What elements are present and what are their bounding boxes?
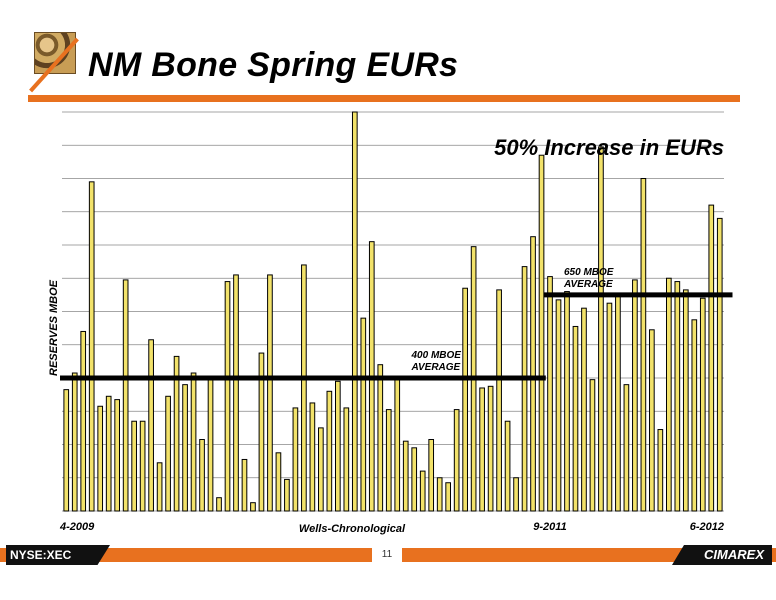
bar-well-24 bbox=[258, 352, 265, 512]
bar-well-69 bbox=[640, 178, 647, 512]
bar-well-76 bbox=[699, 297, 706, 512]
bar-well-18 bbox=[207, 377, 214, 512]
title-underline bbox=[28, 95, 740, 102]
bar-well-40 bbox=[394, 377, 401, 512]
bar-well-46 bbox=[445, 482, 451, 512]
bar-well-77 bbox=[708, 204, 715, 512]
bar-well-70 bbox=[649, 329, 655, 512]
bar-well-43 bbox=[419, 470, 426, 512]
bar-well-9 bbox=[131, 420, 137, 512]
bar-well-63 bbox=[589, 379, 596, 512]
page-number: 11 bbox=[372, 548, 402, 562]
bar-well-20 bbox=[224, 281, 231, 512]
bar-series bbox=[63, 111, 723, 512]
x-tick-label-1: 4-2009 bbox=[59, 521, 95, 533]
bar-well-71 bbox=[657, 429, 664, 512]
slide-title: NM Bone Spring EURs bbox=[88, 46, 459, 84]
bar-well-10 bbox=[139, 420, 146, 512]
bar-well-66 bbox=[615, 292, 621, 512]
bar-well-42 bbox=[411, 447, 418, 512]
bar-well-73 bbox=[674, 281, 681, 512]
bar-well-23 bbox=[250, 502, 256, 512]
bar-well-22 bbox=[241, 458, 248, 512]
average-lines: 400 MBOE AVERAGE 650 MBOE AVERAGE bbox=[60, 267, 733, 381]
bar-well-45 bbox=[436, 477, 443, 512]
bar-well-2 bbox=[71, 372, 78, 512]
bar-well-21 bbox=[233, 274, 239, 512]
bar-well-57 bbox=[538, 154, 545, 512]
bar-well-65 bbox=[606, 302, 613, 512]
bar-well-78 bbox=[716, 217, 723, 512]
bar-well-50 bbox=[479, 387, 485, 512]
bar-well-47 bbox=[453, 409, 460, 512]
bar-well-17 bbox=[199, 439, 205, 512]
bar-well-38 bbox=[377, 364, 384, 512]
bar-well-74 bbox=[682, 289, 689, 512]
bar-well-12 bbox=[156, 462, 163, 512]
bar-well-54 bbox=[513, 477, 519, 512]
bar-well-16 bbox=[190, 372, 197, 512]
ticker-badge: NYSE:XEC bbox=[6, 545, 110, 565]
bar-well-1 bbox=[63, 389, 70, 512]
bar-well-53 bbox=[504, 420, 511, 512]
bar-well-31 bbox=[318, 427, 324, 512]
x-axis-label: Wells-Chronological bbox=[299, 523, 406, 535]
bar-well-67 bbox=[623, 384, 630, 512]
bar-well-59 bbox=[555, 299, 562, 512]
bar-well-6 bbox=[105, 395, 112, 512]
bar-well-56 bbox=[530, 236, 536, 512]
bar-well-8 bbox=[122, 279, 129, 512]
brand-logo: CIMAREX bbox=[672, 545, 772, 565]
bar-well-44 bbox=[428, 439, 435, 512]
bar-well-26 bbox=[275, 452, 282, 512]
bar-well-15 bbox=[182, 384, 188, 512]
bar-well-19 bbox=[216, 497, 222, 512]
bar-well-34 bbox=[343, 407, 350, 512]
bar-well-58 bbox=[547, 276, 553, 512]
x-tick-label-3: 6-2012 bbox=[690, 521, 724, 533]
bar-well-75 bbox=[691, 319, 698, 512]
bar-well-35 bbox=[351, 111, 358, 512]
bar-well-25 bbox=[267, 274, 273, 512]
bar-well-36 bbox=[360, 317, 367, 512]
bar-well-33 bbox=[335, 380, 341, 512]
x-tick-labels: 4-2009 9-2011 6-2012 bbox=[59, 521, 724, 533]
bar-well-28 bbox=[292, 407, 299, 512]
bar-well-64 bbox=[598, 146, 604, 512]
bar-well-61 bbox=[572, 325, 579, 512]
bar-well-5 bbox=[97, 405, 104, 512]
bar-well-30 bbox=[309, 402, 316, 512]
bar-well-68 bbox=[632, 279, 638, 512]
bar-well-32 bbox=[326, 390, 333, 512]
bar-well-48 bbox=[462, 287, 468, 512]
bar-well-3 bbox=[80, 330, 87, 512]
bar-well-51 bbox=[487, 385, 494, 512]
bar-well-13 bbox=[165, 395, 171, 512]
x-tick-label-2: 9-2011 bbox=[533, 521, 566, 533]
company-logo-image bbox=[34, 32, 76, 74]
headline-annotation: 50% Increase in EURs bbox=[494, 135, 724, 160]
bar-well-14 bbox=[173, 355, 180, 512]
bar-well-39 bbox=[385, 409, 392, 512]
bar-well-62 bbox=[581, 307, 587, 512]
bar-well-52 bbox=[496, 289, 502, 512]
average-label-1: 400 MBOE AVERAGE bbox=[411, 350, 462, 373]
bar-well-29 bbox=[301, 264, 307, 512]
y-axis-label: RESERVES MBOE bbox=[48, 279, 60, 376]
bar-well-72 bbox=[666, 277, 672, 512]
bar-well-4 bbox=[88, 181, 95, 512]
bar-well-11 bbox=[148, 339, 154, 512]
average-label-2: 650 MBOE AVERAGE bbox=[563, 267, 614, 290]
bar-well-27 bbox=[284, 478, 290, 512]
bar-well-55 bbox=[521, 266, 528, 512]
bar-well-41 bbox=[402, 440, 409, 512]
bar-well-60 bbox=[564, 291, 570, 512]
bar-well-7 bbox=[114, 399, 121, 512]
